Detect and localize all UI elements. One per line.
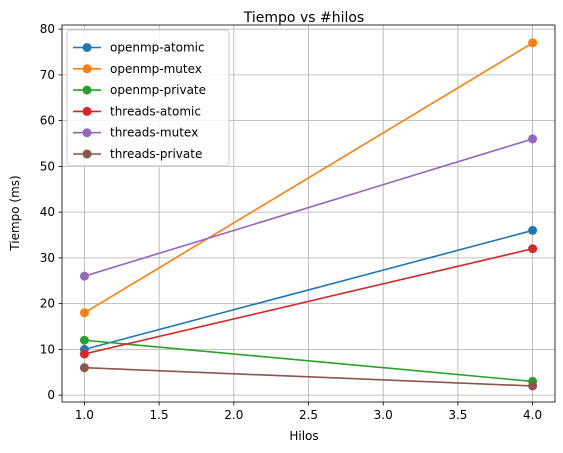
x-tick-label: 4.0 — [523, 408, 542, 422]
x-tick-label: 3.5 — [448, 408, 467, 422]
series-line-threads-atomic — [84, 247, 533, 355]
ticks: 1.0 1.5 2.0 2.5 3.0 3.5 4.0 0 10 20 30 40 50 60 70 80 — [40, 22, 542, 422]
series-line-threads-mutex — [84, 138, 533, 277]
y-tick-label: 40 — [40, 205, 55, 219]
x-tick-label: 1.0 — [75, 408, 94, 422]
x-tick-label: 3.0 — [374, 408, 393, 422]
data-point-threads-private — [79, 363, 89, 373]
x-tick-label: 2.5 — [299, 408, 318, 422]
series-line-openmp-mutex — [83, 42, 534, 314]
y-tick-label: 70 — [40, 68, 55, 82]
data-point-openmp-mutex — [79, 308, 89, 318]
legend-swatch-marker — [82, 64, 92, 74]
legend-label: threads-atomic — [110, 104, 201, 118]
legend-label: openmp-atomic — [110, 41, 205, 55]
data-point-openmp-atomic — [528, 225, 538, 235]
grid — [62, 25, 555, 402]
y-tick-label: 0 — [47, 388, 55, 402]
legend-swatch-marker — [82, 128, 92, 138]
data-point-openmp-private — [79, 335, 89, 345]
data-point-threads-private — [528, 381, 538, 391]
y-tick-label: 80 — [40, 22, 55, 36]
y-tick-label: 30 — [40, 251, 55, 265]
data-point-threads-mutex — [528, 134, 538, 144]
legend-box — [66, 29, 230, 167]
legend-swatch-marker — [82, 106, 92, 116]
legend-swatch-marker — [82, 149, 92, 159]
y-tick-label: 20 — [40, 297, 55, 311]
data-point-threads-mutex — [79, 271, 89, 281]
y-tick-label: 10 — [40, 342, 55, 356]
data-point-threads-atomic — [79, 349, 89, 359]
x-axis-label: Hilos — [289, 429, 318, 443]
series-layer — [79, 38, 538, 391]
legend-label: openmp-private — [110, 83, 206, 97]
y-tick-label: 60 — [40, 114, 55, 128]
legend-label: threads-private — [110, 147, 202, 161]
data-point-threads-atomic — [528, 244, 538, 254]
legend: openmp-atomic openmp-mutex openmp-private t… — [66, 29, 230, 167]
y-tick-label: 50 — [40, 159, 55, 173]
legend-swatch-marker — [82, 85, 92, 95]
y-axis-label: Tiempo (ms) — [8, 175, 22, 251]
legend-label: threads-mutex — [110, 126, 198, 140]
x-tick-label: 2.0 — [224, 408, 243, 422]
chart-title: Tiempo vs #hilos — [243, 10, 364, 26]
data-point-openmp-mutex — [528, 38, 538, 48]
series-line-threads-private — [84, 366, 533, 387]
series-line-openmp-atomic — [84, 229, 533, 351]
legend-swatch-marker — [82, 43, 92, 52]
legend-label: openmp-mutex — [110, 62, 202, 76]
x-tick-label: 1.5 — [150, 408, 169, 422]
series-line-openmp-private — [84, 339, 533, 383]
